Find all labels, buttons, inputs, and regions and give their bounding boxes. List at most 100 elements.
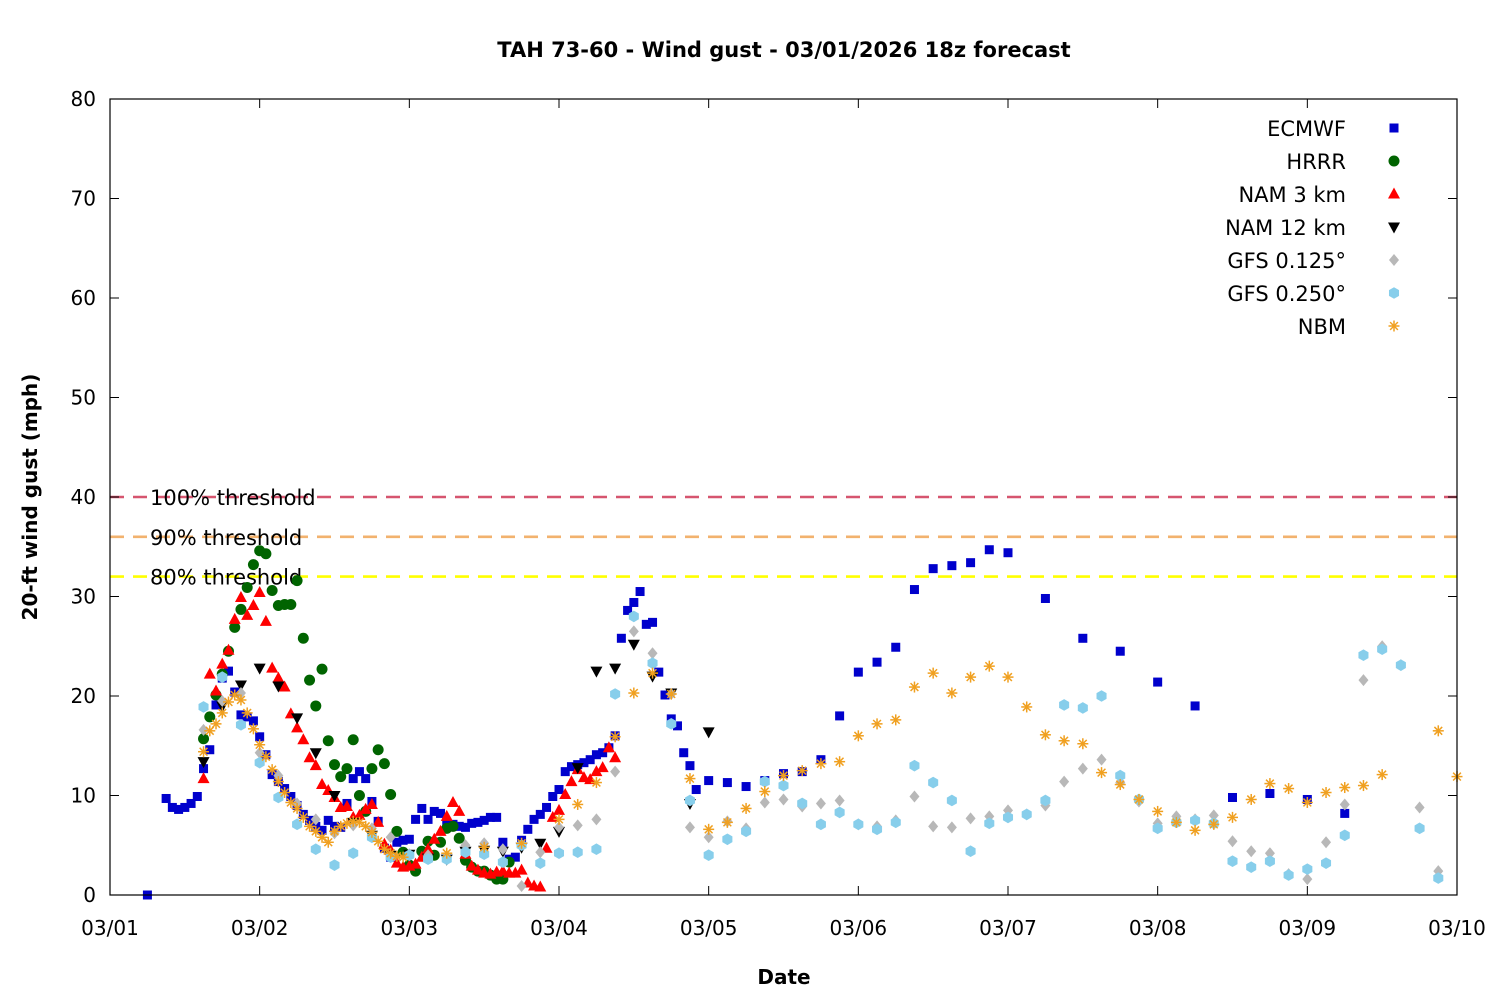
data-point (1021, 808, 1032, 821)
data-point (372, 815, 385, 827)
data-point (1040, 794, 1051, 807)
data-point (853, 818, 864, 831)
data-point (1153, 677, 1163, 687)
data-point (1002, 811, 1014, 824)
data-point (684, 821, 695, 834)
data-point (685, 761, 695, 771)
data-point (609, 731, 621, 743)
data-point (946, 794, 957, 807)
data-point (815, 758, 827, 770)
data-point (385, 789, 397, 801)
data-point (1096, 767, 1108, 779)
data-point (1114, 779, 1126, 791)
data-point (197, 757, 210, 769)
data-point (303, 751, 316, 763)
data-point (590, 777, 602, 789)
data-point (1096, 690, 1107, 702)
data-point (473, 817, 483, 827)
data-point (211, 700, 221, 710)
data-point (291, 802, 303, 814)
data-point (453, 832, 465, 844)
data-point (241, 582, 253, 594)
data-point (1339, 798, 1350, 811)
data-point (411, 814, 421, 824)
data-point (834, 806, 845, 819)
data-point (704, 776, 714, 786)
data-point (167, 802, 177, 812)
data-point (453, 804, 466, 816)
data-point (579, 758, 589, 768)
data-point (585, 755, 595, 765)
data-point (666, 718, 677, 730)
data-point (304, 674, 316, 686)
data-point (759, 796, 770, 809)
data-point (404, 849, 415, 861)
data-point (647, 647, 658, 660)
legend-marker (1388, 287, 1400, 299)
data-point (253, 663, 266, 675)
data-point (1321, 857, 1332, 869)
legend-label: ECMWF (1267, 117, 1346, 141)
data-point (965, 812, 976, 825)
data-point (984, 545, 994, 555)
data-point (584, 773, 597, 785)
data-point (965, 671, 977, 683)
y-tick-label: 0 (83, 883, 96, 907)
data-point (721, 816, 733, 828)
data-point (285, 796, 297, 808)
data-point (947, 561, 957, 571)
data-point (590, 666, 603, 678)
data-point (323, 815, 333, 825)
data-point (628, 625, 639, 638)
y-tick-label: 30 (71, 585, 96, 609)
data-point (1133, 793, 1145, 805)
data-point (422, 842, 435, 854)
data-point (1152, 822, 1163, 835)
data-point (1358, 674, 1369, 687)
data-point (348, 847, 359, 860)
data-point (186, 798, 196, 808)
data-point (759, 775, 770, 788)
data-point (516, 880, 527, 893)
x-tick-label: 03/10 (1428, 916, 1486, 940)
data-point (616, 633, 626, 643)
data-point (161, 793, 171, 803)
data-point (291, 575, 303, 587)
x-tick-label: 03/07 (979, 916, 1037, 940)
data-point (316, 663, 328, 675)
threshold-label: 90% threshold (150, 526, 302, 550)
data-point (628, 687, 640, 699)
data-point (778, 793, 789, 806)
data-point (254, 739, 266, 751)
data-point (460, 822, 470, 832)
data-point (590, 765, 603, 777)
data-point (266, 764, 278, 776)
data-point (1227, 811, 1238, 823)
data-point (174, 804, 184, 814)
data-point (272, 681, 285, 693)
data-point (366, 763, 378, 775)
data-point (1264, 855, 1275, 867)
data-point (515, 863, 528, 875)
data-point (197, 772, 210, 784)
data-point (247, 559, 259, 571)
data-point (335, 771, 347, 783)
data-point (509, 866, 522, 878)
data-point (510, 852, 520, 862)
data-point (722, 778, 732, 788)
data-point (440, 809, 453, 821)
data-point (378, 758, 390, 770)
data-point (1227, 835, 1238, 848)
data-point (559, 788, 572, 800)
data-point (241, 707, 253, 719)
legend-marker (1388, 155, 1400, 167)
data-point (553, 813, 565, 825)
data-point (217, 671, 228, 683)
data-point (316, 831, 328, 843)
data-point (741, 825, 752, 838)
x-tick-label: 03/03 (381, 916, 439, 940)
data-point (1376, 769, 1388, 781)
data-point (454, 821, 464, 831)
x-axis: 03/01 03/02 03/03 03/04 03/05 03/06 03/07 03/08… (81, 99, 1486, 940)
